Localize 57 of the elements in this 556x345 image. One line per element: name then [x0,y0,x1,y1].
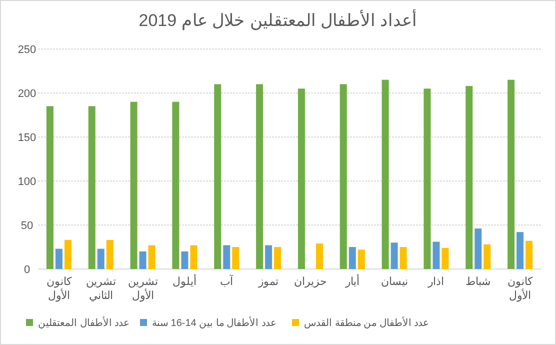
y-tick-label: 0 [24,264,30,276]
bar [348,247,356,269]
x-tick-label: شباط [466,276,491,288]
legend-label: عدد الأطفال من منطقة القدس [304,317,430,329]
bar [214,84,222,269]
bar [390,242,398,269]
y-tick-label: 100 [18,176,36,188]
bar [526,240,533,269]
y-tick-label: 150 [18,132,36,144]
y-tick-label: 200 [18,88,36,100]
bar [256,84,264,269]
bar [106,240,114,269]
bar [265,245,272,269]
legend-label: عدد الأطفال ما بين 14-16 سنة [152,317,276,329]
bar [55,248,62,269]
bar [442,248,449,269]
bar [358,250,365,269]
bar [340,84,347,269]
bar [148,245,156,269]
bar [46,106,54,269]
bar [223,245,230,269]
legend-label: عدد الأطفال المعتقلين [38,317,130,329]
bar [424,88,431,269]
bar [88,106,96,269]
x-tick-label: حزيران [294,276,327,288]
x-tick-label: نيسان [380,276,408,288]
bar [97,248,104,269]
x-tick-label: آب [220,275,234,288]
bar [274,247,282,269]
bar [508,80,515,269]
bar [298,88,305,269]
chart-title: أعداد الأطفال المعتقلين خلال عام 2019 [138,9,418,31]
bar [516,232,524,269]
x-tick-label: تشرين الأول [128,276,158,302]
bar [172,102,180,269]
bar [316,243,323,269]
x-tick-label: تشرين الثاني [86,276,116,302]
bar [64,240,72,269]
bar [400,247,407,269]
x-tick-label: اذار [427,276,444,288]
y-tick-label: 250 [18,44,36,56]
bar [130,102,138,269]
y-tick-label: 50 [20,220,34,232]
bar [432,242,440,269]
bar [484,244,491,269]
bar [466,86,473,269]
bar [474,228,482,269]
x-tick-label: كانون الأول [508,276,534,302]
x-tick-label: أيار [344,274,360,288]
x-tick-label: أيلول [172,274,197,288]
bar [181,251,188,269]
x-tick-label: تموز [258,276,279,288]
bar [232,247,240,269]
bar [382,80,389,269]
bar [139,251,146,269]
x-tick-label: كانون الأول [46,276,72,302]
bar [190,245,198,269]
